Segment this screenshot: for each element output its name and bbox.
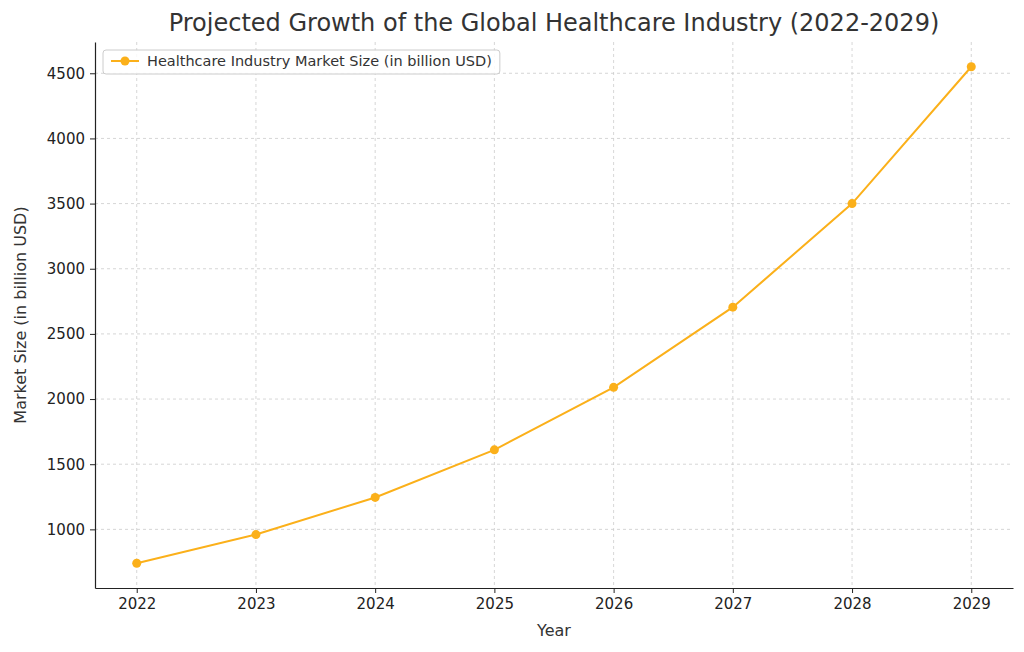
x-tick-mark — [494, 588, 495, 593]
x-tick: 2028 — [833, 588, 871, 613]
y-tick-label: 3000 — [47, 260, 85, 278]
grid-line-y — [95, 529, 1013, 530]
y-tick-label: 4500 — [47, 65, 85, 83]
y-tick: 2000 — [47, 390, 95, 408]
x-tick-mark — [733, 588, 734, 593]
x-tick: 2022 — [118, 588, 156, 613]
series-marker — [728, 303, 737, 312]
y-tick-label: 2000 — [47, 390, 85, 408]
y-tick: 3500 — [47, 195, 95, 213]
grid-line-x — [375, 42, 376, 588]
series-marker — [967, 62, 976, 71]
x-tick: 2029 — [953, 588, 991, 613]
y-tick-label: 4000 — [47, 130, 85, 148]
grid-line-y — [95, 203, 1013, 204]
x-tick-mark — [852, 588, 853, 593]
legend: Healthcare Industry Market Size (in bill… — [103, 50, 500, 74]
x-tick: 2025 — [476, 588, 514, 613]
legend-box — [103, 50, 500, 74]
data-marks — [132, 62, 976, 567]
y-tick: 1000 — [47, 521, 95, 539]
x-tick-label: 2025 — [476, 595, 514, 613]
y-axis-line — [95, 43, 96, 589]
chart: 2022 2023 2024 2025 2026 2027 2028 2029 1000 1500… — [0, 0, 1024, 652]
x-tick-mark — [137, 588, 138, 593]
series-marker — [609, 383, 618, 392]
y-tick-mark — [90, 269, 95, 270]
y-tick-mark — [90, 399, 95, 400]
y-tick-mark — [90, 73, 95, 74]
x-tick-mark — [971, 588, 972, 593]
x-tick: 2023 — [237, 588, 275, 613]
x-tick-mark — [256, 588, 257, 593]
x-tick-mark — [375, 588, 376, 593]
grid-line-y — [95, 138, 1013, 139]
series-marker — [848, 199, 857, 208]
title: Projected Growth of the Global Healthcar… — [169, 9, 940, 37]
grid-line-y — [95, 464, 1013, 465]
grid-line-x — [852, 42, 853, 588]
y-tick-mark — [90, 138, 95, 139]
grid-line-y — [95, 399, 1013, 400]
x-tick-label: 2023 — [237, 595, 275, 613]
series-marker — [490, 445, 499, 454]
grid-line-y — [95, 268, 1013, 269]
y-tick-label: 2500 — [47, 325, 85, 343]
series-line — [137, 67, 972, 563]
x-tick-label: 2022 — [118, 595, 156, 613]
series-marker — [251, 530, 260, 539]
x-tick-label: 2029 — [953, 595, 991, 613]
grid — [95, 42, 1013, 588]
y-tick: 2500 — [47, 325, 95, 343]
y-tick: 4000 — [47, 130, 95, 148]
x-tick: 2026 — [595, 588, 633, 613]
x-axis-title: Year — [536, 621, 571, 640]
y-tick-label: 1000 — [47, 521, 85, 539]
x-tick: 2027 — [714, 588, 752, 613]
x-axis-line — [96, 588, 1014, 589]
y-tick-mark — [90, 529, 95, 530]
y-tick: 1500 — [47, 456, 95, 474]
x-tick-label: 2024 — [357, 595, 395, 613]
y-tick: 4500 — [47, 65, 95, 83]
y-tick-mark — [90, 204, 95, 205]
x-tick-label: 2027 — [714, 595, 752, 613]
legend-label: Healthcare Industry Market Size (in bill… — [147, 53, 492, 69]
series-marker — [132, 559, 141, 568]
plot-area: 2022 2023 2024 2025 2026 2027 2028 2029 1000 1500… — [47, 42, 1014, 613]
y-tick-label: 1500 — [47, 456, 85, 474]
series-marker — [371, 493, 380, 502]
x-tick-mark — [614, 588, 615, 593]
legend-marker — [121, 57, 130, 66]
y-tick: 3000 — [47, 260, 95, 278]
y-axis-title: Market Size (in billion USD) — [11, 206, 30, 423]
grid-line-y — [95, 333, 1013, 334]
grid-line-x — [494, 42, 495, 588]
grid-line-x — [613, 42, 614, 588]
grid-line-x — [732, 42, 733, 588]
grid-line-x — [971, 42, 972, 588]
x-tick-label: 2028 — [833, 595, 871, 613]
grid-line-x — [255, 42, 256, 588]
x-axis: 2022 2023 2024 2025 2026 2027 2028 2029 — [96, 588, 1014, 613]
y-tick-mark — [90, 334, 95, 335]
x-tick: 2024 — [357, 588, 395, 613]
y-axis: 1000 1500 2000 2500 3000 3500 4000 4500 — [47, 43, 96, 589]
grid-line-x — [136, 42, 137, 588]
y-tick-label: 3500 — [47, 195, 85, 213]
y-tick-mark — [90, 464, 95, 465]
x-tick-label: 2026 — [595, 595, 633, 613]
